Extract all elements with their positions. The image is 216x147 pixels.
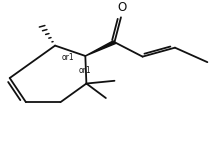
Polygon shape [85, 41, 116, 56]
Text: or1: or1 [79, 66, 92, 75]
Text: O: O [118, 1, 127, 14]
Text: or1: or1 [62, 53, 74, 62]
